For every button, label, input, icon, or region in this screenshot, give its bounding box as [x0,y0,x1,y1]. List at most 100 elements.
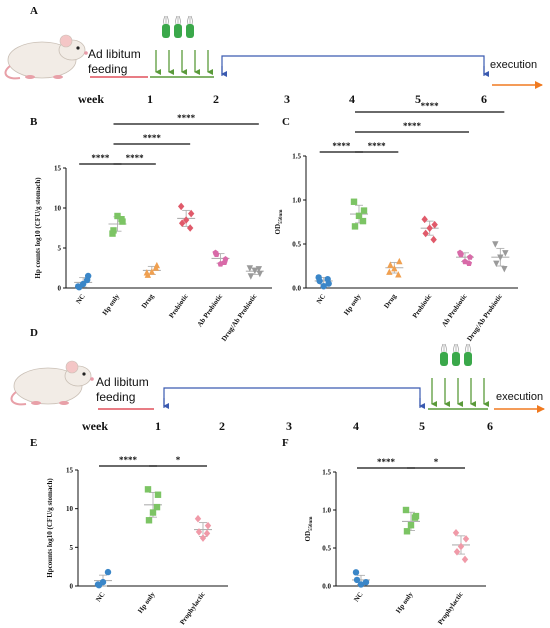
data-point [350,198,358,205]
data-point [461,555,469,564]
data-point [149,509,157,516]
observation-bracket-d [163,387,421,408]
group-hp-only: Hp only [136,486,162,615]
group-nc: NC [94,568,112,604]
group-prophylactic: Prophylactic [436,529,470,626]
y-tick-label: 10 [54,205,62,213]
timeline-d-week-4: 4 [353,419,359,433]
data-point [95,582,103,589]
data-point [114,212,121,220]
data-point [251,267,259,275]
y-tick-label: 15 [54,165,62,173]
group-ab-probiotic: Ab Probiotic [196,249,230,329]
feeding-label-a: Ad libitum [88,47,141,61]
data-point [457,251,465,258]
significance-label: **** [143,133,162,143]
panel-letter-d: D [30,327,38,339]
execution-label-d: execution [496,391,543,403]
data-point [247,273,255,280]
data-point [256,270,264,278]
data-point [194,514,202,523]
data-point [355,212,363,220]
data-point [324,276,331,283]
timeline-d-week-5: 5 [419,419,425,433]
timeline-a-week-4: 4 [349,92,355,106]
category-label: Drug/Ab Probiotic [220,293,258,343]
chart-b: B 0 5 10 15 Hp counts log10 (CFU/g stomach) NC… [30,113,272,343]
data-point [421,215,428,224]
data-point [199,534,207,542]
group-ab-probiotic: Ab Probiotic [440,249,474,328]
probiotic-bottles-a [162,15,194,38]
data-point [246,265,254,272]
execution-label-a: execution [490,59,537,71]
data-point [204,521,212,530]
data-point [462,535,470,543]
feeding-label-a-2: feeding [88,62,127,76]
observation-bracket-a [221,55,485,76]
data-point [152,264,160,271]
panel-letter-c: C [282,116,290,128]
y-tick-label: 0.5 [292,241,301,249]
data-point [402,506,410,514]
y-tick-label: 1.0 [322,507,331,515]
data-point [75,284,83,291]
data-point [422,229,429,238]
y-axis-label: OD550nm [304,516,314,542]
week-label-a: week [78,92,104,106]
data-point [426,224,433,232]
timeline-d-week-6: 6 [487,419,493,433]
data-point [187,209,195,218]
data-point [144,486,152,493]
data-point [430,235,437,244]
significance-label: * [434,457,439,467]
significance-label: * [176,455,181,465]
category-label: Hp only [101,292,122,317]
data-point [148,268,156,275]
data-point [497,254,504,261]
data-point [502,250,509,257]
significance-label: **** [126,153,145,163]
panel-d: D Ad libitum feeding execution week 1 2 3 4… [10,327,545,433]
data-point [453,548,461,556]
feeding-label-d-2: feeding [96,390,135,404]
category-label: Ab Probiotic [196,293,224,329]
week-label-d: week [82,419,108,433]
timeline-d-week-1: 1 [155,419,161,433]
y-axis-label: Hpcounts log10 (CFU/g stomach) [46,478,54,578]
data-point [255,266,263,273]
data-point [492,241,499,248]
data-point [221,259,228,265]
significance-label: **** [421,101,440,111]
significance-label: **** [368,141,387,151]
mouse-icon [4,34,88,80]
data-point [353,576,361,584]
category-label: Hp only [342,292,363,317]
significance-label: **** [119,455,138,465]
category-label: NC [352,591,364,604]
feeding-label-d: Ad libitum [96,375,149,389]
data-point [386,268,393,275]
chart-e: E 0 5 10 15 Hpcounts log10 (CFU/g stomach) NC H… [30,437,228,626]
data-point [501,265,508,273]
group-drug: Drug [140,261,161,310]
probiotic-bottles-d [440,343,472,366]
data-point [357,581,365,588]
y-axis-label: OD550nm [274,209,284,235]
category-label: Drug [382,292,398,310]
data-point [359,217,367,225]
data-point [320,283,327,290]
category-label: Hp only [136,590,157,615]
data-point [396,257,403,265]
data-point [403,528,411,535]
category-label: NC [94,591,106,604]
category-label: Probiotic [167,293,189,320]
timeline-d-week-2: 2 [219,419,225,433]
significance-label: **** [403,121,422,131]
data-point [144,271,152,278]
data-point [431,220,438,229]
data-point [118,216,125,223]
data-point [387,261,394,268]
group-prophylactic: Prophylactic [178,514,212,626]
